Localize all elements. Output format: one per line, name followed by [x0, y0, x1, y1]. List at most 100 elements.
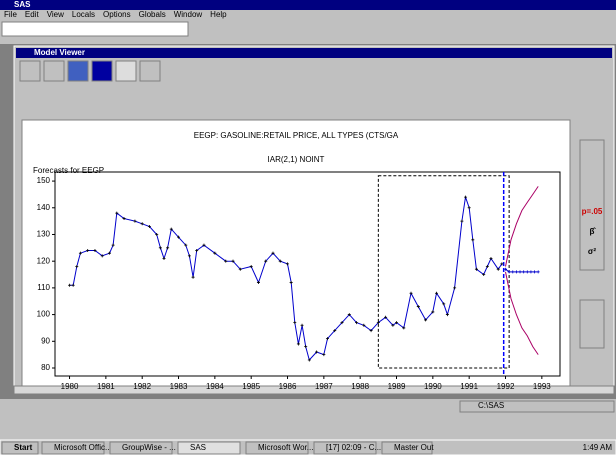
task-button[interactable] [381, 441, 433, 455]
marker [202, 243, 206, 247]
command-box[interactable] [1, 21, 189, 37]
task-label: Microsoft Wor... [258, 443, 313, 452]
tool-label[interactable]: σ² [588, 247, 596, 256]
task-label: Microsoft Offic... [54, 443, 112, 452]
marker [169, 227, 173, 231]
marker [231, 259, 235, 263]
viewer-title: Model Viewer [34, 48, 85, 57]
marker [514, 270, 518, 274]
menu-item[interactable]: Options [103, 10, 131, 19]
y-tick-label: 80 [41, 363, 50, 372]
marker [362, 323, 366, 327]
marker [147, 224, 151, 228]
marker [431, 310, 435, 314]
y-tick-label: 90 [41, 336, 50, 345]
x-tick-label: 1980 [61, 382, 79, 391]
marker [213, 251, 217, 255]
marker [482, 273, 486, 277]
marker [195, 249, 199, 253]
marker [71, 283, 75, 287]
marker [286, 262, 290, 266]
menu-item[interactable]: Locals [72, 10, 95, 19]
menu-item[interactable]: Globals [139, 10, 166, 19]
print[interactable] [115, 60, 137, 82]
start-label: Start [14, 443, 33, 452]
y-tick-label: 100 [37, 310, 51, 319]
series-line [505, 268, 539, 273]
marker [333, 329, 337, 333]
marker [533, 270, 537, 274]
clock: 1:49 AM [583, 443, 613, 452]
marker [322, 353, 326, 357]
y-tick-label: 150 [37, 176, 51, 185]
marker [511, 270, 515, 274]
marker [300, 323, 304, 327]
right-tools [579, 139, 605, 349]
x-tick-label: 1984 [206, 382, 224, 391]
menu-item[interactable]: File [4, 10, 17, 19]
marker [416, 305, 420, 309]
series-line [505, 186, 539, 267]
menu-item[interactable]: Edit [25, 10, 40, 19]
select[interactable] [67, 60, 89, 82]
x-tick-label: 1986 [279, 382, 297, 391]
x-tick-label: 1985 [242, 382, 260, 391]
marker [445, 313, 449, 317]
task-button[interactable] [313, 441, 377, 455]
marker [93, 249, 97, 253]
series-line [505, 271, 539, 355]
task-button[interactable] [109, 441, 173, 455]
back[interactable] [139, 60, 161, 82]
marker [467, 206, 471, 210]
y-tick-label: 130 [37, 230, 51, 239]
marker [115, 211, 119, 215]
x-tick-label: 1992 [497, 382, 515, 391]
status-text: C:\SAS [478, 401, 504, 410]
y-tick-label: 140 [37, 203, 51, 212]
menu-item[interactable]: View [47, 10, 64, 19]
task-button[interactable] [177, 441, 241, 455]
marker [384, 315, 388, 319]
marker [522, 270, 526, 274]
marker [402, 326, 406, 330]
marker [158, 246, 162, 250]
menu-item[interactable]: Help [210, 10, 227, 19]
task-button[interactable] [41, 441, 105, 455]
marker [464, 195, 468, 199]
marker [293, 321, 297, 325]
zoom-in[interactable] [19, 60, 41, 82]
x-tick-label: 1987 [315, 382, 333, 391]
marker [162, 257, 166, 261]
marker [304, 345, 308, 349]
y-tick-label: 110 [37, 283, 50, 292]
marker [434, 291, 438, 295]
marker [460, 219, 464, 223]
x-tick-label: 1981 [97, 382, 115, 391]
save[interactable] [91, 60, 113, 82]
tool-label[interactable]: β̂ [590, 227, 597, 236]
marker [340, 321, 344, 325]
marker [355, 321, 359, 325]
marker [107, 251, 111, 255]
marker [471, 238, 475, 242]
marker [489, 257, 493, 261]
marker [111, 243, 115, 247]
marker [184, 243, 188, 247]
marker [187, 254, 191, 258]
marker [289, 281, 293, 285]
start-button[interactable] [1, 441, 39, 455]
tool-label[interactable]: p=.05 [582, 207, 603, 216]
marker [256, 281, 260, 285]
task-label: Master Out [394, 443, 434, 452]
task-button[interactable] [245, 441, 309, 455]
x-tick-label: 1983 [170, 382, 188, 391]
scrollbar[interactable] [13, 385, 615, 395]
marker [496, 267, 500, 271]
menu-item[interactable]: Window [174, 10, 203, 19]
marker [453, 286, 457, 290]
app-title: SAS [14, 0, 31, 9]
marker [474, 267, 478, 271]
zoom-out[interactable] [43, 60, 65, 82]
marker [133, 219, 137, 223]
